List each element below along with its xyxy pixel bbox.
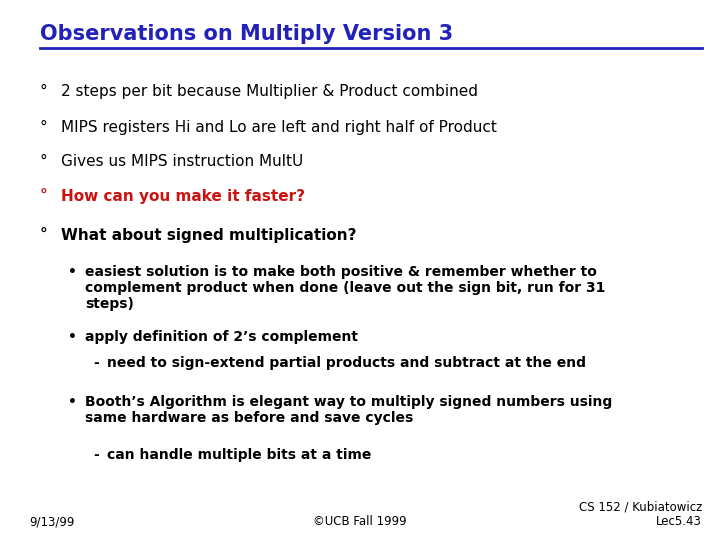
Text: CS 152 / Kubiatowicz
Lec5.43: CS 152 / Kubiatowicz Lec5.43 — [579, 500, 702, 528]
Text: 9/13/99: 9/13/99 — [29, 515, 74, 528]
Text: need to sign-extend partial products and subtract at the end: need to sign-extend partial products and… — [107, 356, 585, 370]
Text: apply definition of 2’s complement: apply definition of 2’s complement — [85, 330, 358, 345]
Text: MIPS registers Hi and Lo are left and right half of Product: MIPS registers Hi and Lo are left and ri… — [61, 120, 497, 135]
Text: 2 steps per bit because Multiplier & Product combined: 2 steps per bit because Multiplier & Pro… — [61, 84, 478, 99]
Text: easiest solution is to make both positive & remember whether to
complement produ: easiest solution is to make both positiv… — [85, 265, 606, 311]
Text: -: - — [94, 448, 99, 462]
Text: ©UCB Fall 1999: ©UCB Fall 1999 — [313, 515, 407, 528]
Text: •: • — [68, 265, 77, 279]
Text: °: ° — [40, 189, 48, 204]
Text: Gives us MIPS instruction MultU: Gives us MIPS instruction MultU — [61, 154, 303, 169]
Text: •: • — [68, 330, 77, 345]
Text: °: ° — [40, 228, 48, 243]
Text: Booth’s Algorithm is elegant way to multiply signed numbers using
same hardware : Booth’s Algorithm is elegant way to mult… — [85, 395, 612, 426]
Text: Observations on Multiply Version 3: Observations on Multiply Version 3 — [40, 24, 453, 44]
Text: •: • — [68, 395, 77, 409]
Text: -: - — [94, 356, 99, 370]
Text: can handle multiple bits at a time: can handle multiple bits at a time — [107, 448, 371, 462]
Text: What about signed multiplication?: What about signed multiplication? — [61, 228, 356, 243]
Text: How can you make it faster?: How can you make it faster? — [61, 189, 305, 204]
Text: °: ° — [40, 84, 48, 99]
Text: °: ° — [40, 154, 48, 169]
Text: °: ° — [40, 120, 48, 135]
